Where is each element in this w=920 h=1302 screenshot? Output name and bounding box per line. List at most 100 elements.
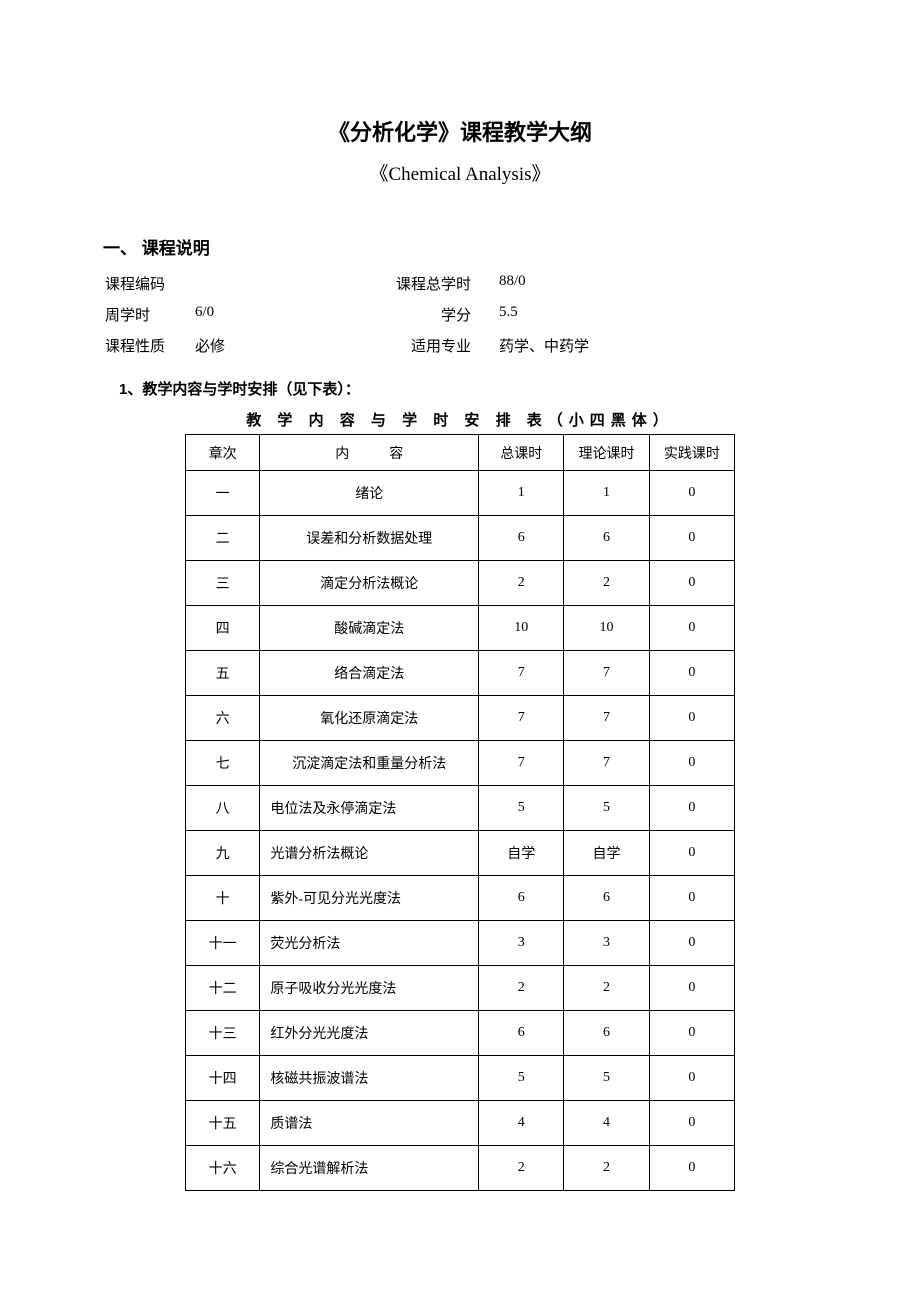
cell-total: 7 xyxy=(479,696,564,741)
weekly-hours-value: 6/0 xyxy=(195,304,345,325)
cell-practice: 0 xyxy=(649,516,734,561)
table-row: 十紫外-可见分光光度法660 xyxy=(186,876,735,921)
cell-chapter: 五 xyxy=(186,651,260,696)
cell-chapter: 三 xyxy=(186,561,260,606)
table-row: 三滴定分析法概论220 xyxy=(186,561,735,606)
cell-chapter: 十四 xyxy=(186,1056,260,1101)
cell-total: 5 xyxy=(479,786,564,831)
cell-theory: 7 xyxy=(564,696,649,741)
table-row: 四酸碱滴定法10100 xyxy=(186,606,735,651)
cell-theory: 2 xyxy=(564,561,649,606)
cell-theory: 2 xyxy=(564,966,649,1011)
cell-practice: 0 xyxy=(649,1056,734,1101)
cell-content: 综合光谱解析法 xyxy=(260,1146,479,1191)
table-row: 十六综合光谱解析法220 xyxy=(186,1146,735,1191)
cell-practice: 0 xyxy=(649,966,734,1011)
cell-theory: 10 xyxy=(564,606,649,651)
cell-content: 原子吸收分光光度法 xyxy=(260,966,479,1011)
cell-content: 酸碱滴定法 xyxy=(260,606,479,651)
cell-theory: 6 xyxy=(564,1011,649,1056)
table-row: 九光谱分析法概论自学自学0 xyxy=(186,831,735,876)
cell-total: 6 xyxy=(479,516,564,561)
cell-total: 10 xyxy=(479,606,564,651)
cell-chapter: 十一 xyxy=(186,921,260,966)
cell-chapter: 六 xyxy=(186,696,260,741)
cell-chapter: 四 xyxy=(186,606,260,651)
cell-practice: 0 xyxy=(649,1146,734,1191)
cell-chapter: 一 xyxy=(186,471,260,516)
table-row: 十四核磁共振波谱法550 xyxy=(186,1056,735,1101)
cell-practice: 0 xyxy=(649,921,734,966)
cell-chapter: 十二 xyxy=(186,966,260,1011)
cell-total: 2 xyxy=(479,966,564,1011)
cell-practice: 0 xyxy=(649,696,734,741)
cell-theory: 1 xyxy=(564,471,649,516)
cell-total: 6 xyxy=(479,876,564,921)
cell-content: 电位法及永停滴定法 xyxy=(260,786,479,831)
cell-practice: 0 xyxy=(649,1101,734,1146)
cell-practice: 0 xyxy=(649,606,734,651)
cell-total: 3 xyxy=(479,921,564,966)
cell-total: 6 xyxy=(479,1011,564,1056)
cell-content: 荧光分析法 xyxy=(260,921,479,966)
document-title: 《分析化学》课程教学大纲 xyxy=(95,115,825,147)
credits-value: 5.5 xyxy=(495,304,655,325)
header-total: 总课时 xyxy=(479,435,564,471)
table-header-row: 章次 内容 总课时 理论课时 实践课时 xyxy=(186,435,735,471)
cell-chapter: 二 xyxy=(186,516,260,561)
cell-theory: 7 xyxy=(564,741,649,786)
header-content: 内容 xyxy=(260,435,479,471)
major-label: 适用专业 xyxy=(345,335,495,356)
cell-practice: 0 xyxy=(649,831,734,876)
cell-theory: 3 xyxy=(564,921,649,966)
cell-theory: 6 xyxy=(564,516,649,561)
cell-content: 质谱法 xyxy=(260,1101,479,1146)
weekly-hours-label: 周学时 xyxy=(105,304,195,325)
course-type-label: 课程性质 xyxy=(105,335,195,356)
header-practice: 实践课时 xyxy=(649,435,734,471)
cell-chapter: 十 xyxy=(186,876,260,921)
cell-chapter: 七 xyxy=(186,741,260,786)
cell-total: 4 xyxy=(479,1101,564,1146)
cell-practice: 0 xyxy=(649,1011,734,1056)
table-row: 十五质谱法440 xyxy=(186,1101,735,1146)
cell-chapter: 十六 xyxy=(186,1146,260,1191)
cell-theory: 2 xyxy=(564,1146,649,1191)
cell-total: 7 xyxy=(479,741,564,786)
cell-theory: 5 xyxy=(564,786,649,831)
cell-practice: 0 xyxy=(649,786,734,831)
table-row: 二误差和分析数据处理660 xyxy=(186,516,735,561)
cell-total: 自学 xyxy=(479,831,564,876)
cell-theory: 4 xyxy=(564,1101,649,1146)
cell-theory: 5 xyxy=(564,1056,649,1101)
cell-content: 滴定分析法概论 xyxy=(260,561,479,606)
cell-content: 误差和分析数据处理 xyxy=(260,516,479,561)
course-meta-grid: 课程编码 课程总学时 88/0 周学时 6/0 学分 5.5 课程性质 必修 适… xyxy=(105,273,825,356)
cell-total: 1 xyxy=(479,471,564,516)
cell-content: 紫外-可见分光光度法 xyxy=(260,876,479,921)
course-code-label: 课程编码 xyxy=(105,273,195,294)
subsection-heading: 1、教学内容与学时安排（见下表）： xyxy=(119,378,825,399)
total-hours-value: 88/0 xyxy=(495,273,655,294)
table-row: 五络合滴定法770 xyxy=(186,651,735,696)
cell-content: 氧化还原滴定法 xyxy=(260,696,479,741)
cell-content: 红外分光光度法 xyxy=(260,1011,479,1056)
cell-chapter: 十三 xyxy=(186,1011,260,1056)
document-subtitle: 《Chemical Analysis》 xyxy=(95,159,825,186)
table-row: 十二原子吸收分光光度法220 xyxy=(186,966,735,1011)
course-type-value: 必修 xyxy=(195,335,345,356)
section-heading: 一、 课程说明 xyxy=(103,234,825,259)
table-row: 八电位法及永停滴定法550 xyxy=(186,786,735,831)
table-caption: 教 学 内 容 与 学 时 安 排 表（小四黑体） xyxy=(95,409,825,430)
cell-content: 核磁共振波谱法 xyxy=(260,1056,479,1101)
header-chapter: 章次 xyxy=(186,435,260,471)
cell-total: 7 xyxy=(479,651,564,696)
header-theory: 理论课时 xyxy=(564,435,649,471)
cell-content: 沉淀滴定法和重量分析法 xyxy=(260,741,479,786)
cell-practice: 0 xyxy=(649,561,734,606)
cell-practice: 0 xyxy=(649,741,734,786)
table-row: 七沉淀滴定法和重量分析法770 xyxy=(186,741,735,786)
table-row: 六氧化还原滴定法770 xyxy=(186,696,735,741)
cell-practice: 0 xyxy=(649,471,734,516)
cell-total: 2 xyxy=(479,1146,564,1191)
